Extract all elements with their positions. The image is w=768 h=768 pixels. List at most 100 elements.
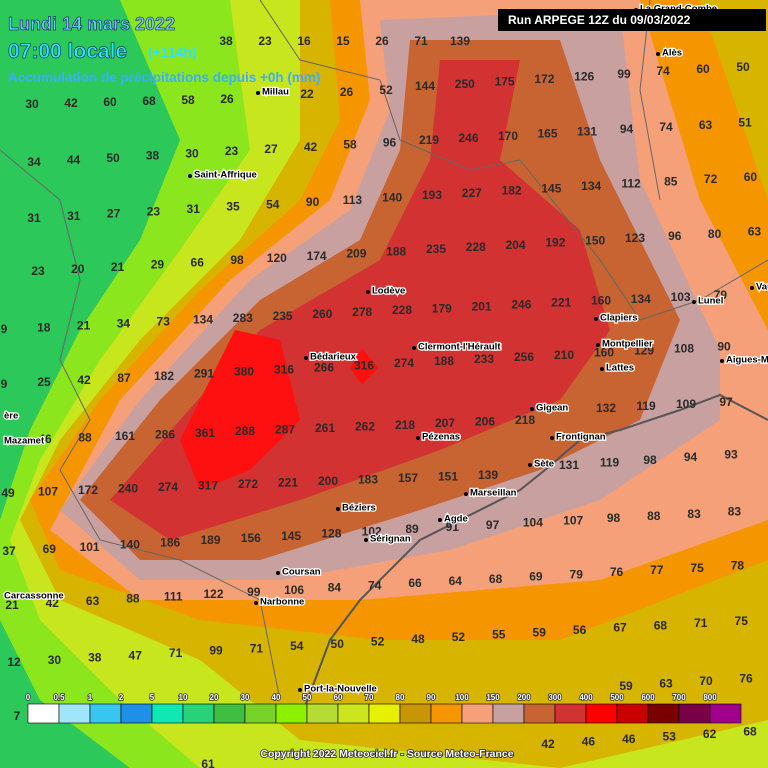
colorbar-label: 0 xyxy=(26,693,31,702)
grid-value: 31 xyxy=(67,209,81,223)
grid-value: 129 xyxy=(634,344,654,358)
colorbar-box xyxy=(89,703,122,724)
city-label: Agde xyxy=(444,514,468,525)
city-dot xyxy=(600,367,604,371)
grid-value: 88 xyxy=(126,592,140,606)
grid-value: 201 xyxy=(472,299,492,313)
grid-value: 62 xyxy=(703,727,717,741)
grid-value: 48 xyxy=(411,632,425,646)
grid-value: 52 xyxy=(452,630,466,644)
grid-value: 112 xyxy=(621,177,641,191)
grid-value: 179 xyxy=(432,301,452,315)
grid-value: 221 xyxy=(551,296,571,310)
grid-value: 68 xyxy=(743,725,757,739)
grid-value: 131 xyxy=(559,458,579,472)
colorbar-box xyxy=(368,703,401,724)
city-label: Pézenas xyxy=(422,432,460,443)
city-label: Sète xyxy=(534,459,554,470)
grid-value: 94 xyxy=(684,450,698,464)
colorbar-box xyxy=(554,703,587,724)
grid-value: 94 xyxy=(620,122,634,136)
colorbar-label: 90 xyxy=(427,693,436,702)
subtitle: Accumulation de précipitations depuis +0… xyxy=(8,70,320,85)
grid-value: 55 xyxy=(492,628,506,642)
grid-value: 76 xyxy=(739,672,753,686)
grid-value: 218 xyxy=(515,413,535,427)
colorbar-label: 0.5 xyxy=(53,693,65,702)
grid-value: 126 xyxy=(574,70,594,84)
colorbar-box xyxy=(120,703,153,724)
grid-value: 210 xyxy=(554,348,574,362)
city-label: Montpellier xyxy=(602,339,653,350)
colorbar-box xyxy=(182,703,215,724)
grid-value: 182 xyxy=(502,184,522,198)
colorbar-label: 300 xyxy=(548,693,562,702)
grid-value: 256 xyxy=(514,350,534,364)
grid-value: 107 xyxy=(563,513,583,527)
grid-value: 46 xyxy=(38,432,52,446)
grid-value: 228 xyxy=(392,303,412,317)
city-label: Sérignan xyxy=(370,534,411,545)
grid-value: 85 xyxy=(664,174,678,188)
grid-value: 98 xyxy=(607,511,621,525)
lead: (+114h) xyxy=(148,44,197,60)
colorbar-label: 600 xyxy=(641,693,655,702)
grid-value: 104 xyxy=(523,516,543,530)
grid-value: 73 xyxy=(157,315,171,329)
city-dot xyxy=(256,91,260,95)
grid-value: 111 xyxy=(164,589,183,603)
grid-value: 317 xyxy=(198,479,218,493)
grid-value: 161 xyxy=(115,429,135,443)
city-label: Lodève xyxy=(372,286,405,297)
grid-value: 174 xyxy=(307,249,327,263)
grid-value: 175 xyxy=(495,74,515,88)
grid-value: 287 xyxy=(275,423,295,437)
grid-value: 221 xyxy=(278,476,298,490)
grid-value: 107 xyxy=(38,485,58,499)
grid-value: 144 xyxy=(415,79,435,93)
colorbar-label: 40 xyxy=(272,693,281,702)
city-label: Bédarieux xyxy=(310,352,357,363)
grid-value: 123 xyxy=(625,231,645,245)
grid-value: 26 xyxy=(375,34,389,48)
grid-value: 34 xyxy=(27,155,41,169)
colorbar-label: 700 xyxy=(672,693,686,702)
grid-value: 157 xyxy=(398,471,418,485)
grid-value: 122 xyxy=(203,587,223,601)
grid-value: 23 xyxy=(31,264,45,278)
grid-value: 21 xyxy=(111,260,125,274)
city-label: Clapiers xyxy=(600,313,638,324)
city-label: Clermont-l'Hérault xyxy=(418,342,501,353)
grid-value: 68 xyxy=(142,94,156,108)
colorbar-box xyxy=(213,703,246,724)
city-label: Carcassonne xyxy=(4,591,64,602)
city-label: ère xyxy=(4,411,18,422)
grid-value: 60 xyxy=(744,170,758,184)
colorbar-box xyxy=(399,703,432,724)
city-dot xyxy=(416,436,420,440)
colorbar-label: 1 xyxy=(88,693,93,702)
grid-value: 74 xyxy=(368,578,382,592)
grid-value: 37 xyxy=(2,544,16,558)
grid-value: 106 xyxy=(284,583,304,597)
colorbar-label: 70 xyxy=(365,693,374,702)
grid-value: 42 xyxy=(46,596,60,610)
grid-value: 27 xyxy=(264,142,278,156)
grid-value: 23 xyxy=(147,204,161,218)
city-dot xyxy=(528,463,532,467)
grid-value: 134 xyxy=(193,313,213,327)
grid-value: 87 xyxy=(117,371,131,385)
city-label: Vau xyxy=(756,282,768,293)
grid-value: 74 xyxy=(659,120,673,134)
city-dot xyxy=(298,688,302,692)
grid-value: 204 xyxy=(506,238,526,252)
grid-value: 219 xyxy=(419,133,439,147)
time: 07:00 locale xyxy=(8,40,127,63)
grid-value: 90 xyxy=(717,339,731,353)
city-label: Béziers xyxy=(342,503,376,514)
colorbar-box xyxy=(244,703,277,724)
grid-value: 103 xyxy=(671,290,691,304)
grid-value: 79 xyxy=(570,567,584,581)
grid-value: 83 xyxy=(687,507,701,521)
